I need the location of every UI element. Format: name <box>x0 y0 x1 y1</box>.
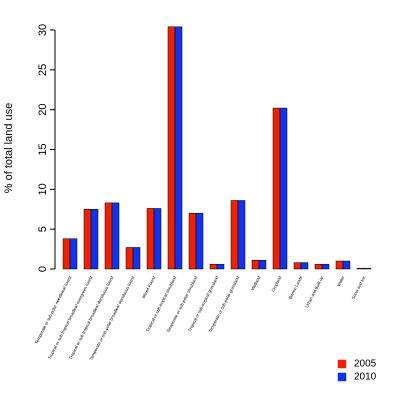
legend-swatch-2005 <box>337 359 347 369</box>
bar-2005-13 <box>314 263 323 270</box>
bar-2010-15 <box>363 267 372 270</box>
legend-label-2005: 2005 <box>354 359 377 370</box>
y-axis: 0 5 10 15 20 25 30 <box>37 24 56 272</box>
bar-2005-11 <box>272 107 281 270</box>
y-tick-label: 5 <box>37 226 49 232</box>
bar-2010-3 <box>111 202 120 270</box>
y-axis-title: % of total land use <box>3 103 15 194</box>
bar-2005-9 <box>230 200 239 270</box>
bar-2010-1 <box>69 238 78 270</box>
bar-2010-13 <box>321 263 330 270</box>
bar-2010-10 <box>258 259 267 270</box>
bar-2010-6 <box>174 26 183 270</box>
bar-2010-5 <box>153 208 162 270</box>
category-label: Tropical or sub-tropical broadleaf everg… <box>47 274 94 360</box>
bar-2005-4 <box>125 247 134 270</box>
y-tick-label: 20 <box>37 104 49 116</box>
bar-2005-15 <box>356 267 365 270</box>
bar-2010-4 <box>132 247 141 270</box>
y-tick-label: 10 <box>37 183 49 195</box>
y-tick-label: 30 <box>37 24 49 36</box>
category-labels: Temperate or sub-polar needleleaf forest… <box>34 274 367 361</box>
bar-2005-2 <box>83 209 92 270</box>
bar-2005-12 <box>293 262 302 270</box>
category-label: Barren Lands <box>288 275 304 300</box>
legend: 2005 2010 <box>337 359 377 383</box>
bar-2005-14 <box>335 260 344 270</box>
category-label: Temperate or sub-polar needleleaf forest <box>34 274 73 344</box>
bar-2005-6 <box>167 26 176 270</box>
bar-2005-1 <box>62 238 71 270</box>
category-label: Mixed Forest <box>141 274 157 299</box>
bar-2005-8 <box>209 263 218 270</box>
bar-2010-2 <box>90 209 99 270</box>
category-label: Wetland <box>250 275 262 291</box>
bar-2005-3 <box>104 202 113 270</box>
bar-2010-7 <box>195 212 204 270</box>
bar-2005-5 <box>146 208 155 270</box>
category-label: Temperate or sub-polar broadleaf deciduo… <box>88 274 135 361</box>
bar-2010-9 <box>237 200 246 270</box>
bar-2005-7 <box>188 212 197 270</box>
legend-label-2010: 2010 <box>354 372 377 383</box>
legend-swatch-2010 <box>337 372 347 382</box>
category-label: Snow and Ice <box>350 275 366 300</box>
y-tick-label: 0 <box>37 266 49 272</box>
category-label: Water <box>336 275 346 288</box>
bar-2010-14 <box>342 260 351 270</box>
bar-2005-10 <box>251 259 260 270</box>
category-label: Urban and Built-up <box>304 275 325 309</box>
bar-2010-8 <box>216 263 225 270</box>
y-tick-label: 25 <box>37 64 49 76</box>
bars <box>62 26 372 270</box>
category-label: Cropland <box>270 275 282 293</box>
bar-2010-12 <box>300 262 309 270</box>
bar-2010-11 <box>279 107 288 270</box>
y-tick-label: 15 <box>37 143 49 155</box>
category-label: Tropical or sub-tropical broadleaf decid… <box>68 274 115 360</box>
